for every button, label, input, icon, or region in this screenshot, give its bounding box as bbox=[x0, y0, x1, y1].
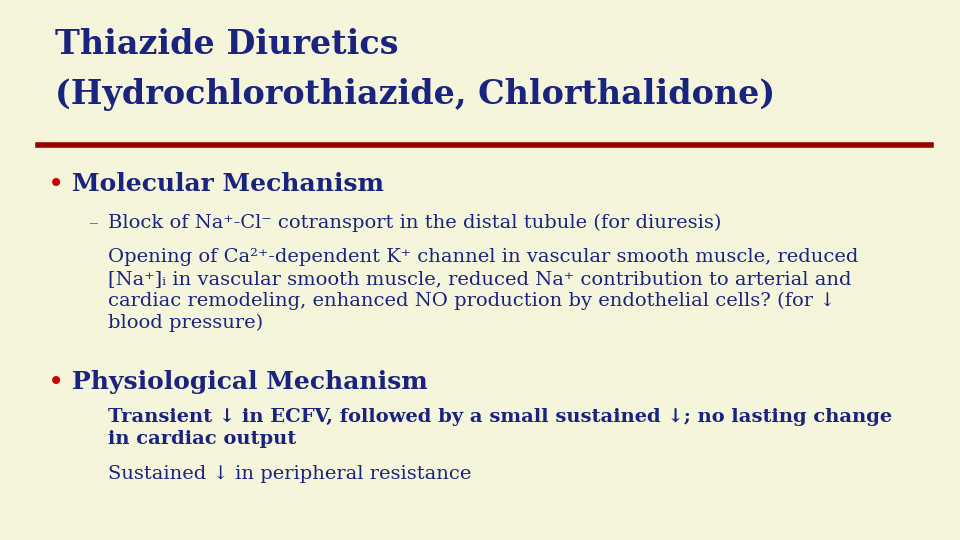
Text: Molecular Mechanism: Molecular Mechanism bbox=[72, 172, 384, 196]
Text: Thiazide Diuretics: Thiazide Diuretics bbox=[55, 28, 398, 61]
Text: Transient ↓ in ECFV, followed by a small sustained ↓; no lasting change: Transient ↓ in ECFV, followed by a small… bbox=[108, 408, 892, 426]
Text: [Na⁺]ᵢ in vascular smooth muscle, reduced Na⁺ contribution to arterial and: [Na⁺]ᵢ in vascular smooth muscle, reduce… bbox=[108, 270, 852, 288]
Text: Physiological Mechanism: Physiological Mechanism bbox=[72, 370, 428, 394]
Text: (Hydrochlorothiazide, Chlorthalidone): (Hydrochlorothiazide, Chlorthalidone) bbox=[55, 78, 775, 111]
Text: •: • bbox=[48, 172, 64, 199]
Text: Sustained ↓ in peripheral resistance: Sustained ↓ in peripheral resistance bbox=[108, 465, 471, 483]
Text: –: – bbox=[88, 214, 98, 232]
Text: •: • bbox=[48, 370, 64, 397]
Text: cardiac remodeling, enhanced NO production by endothelial cells? (for ↓: cardiac remodeling, enhanced NO producti… bbox=[108, 292, 835, 310]
Text: blood pressure): blood pressure) bbox=[108, 314, 263, 332]
Text: Opening of Ca²⁺-dependent K⁺ channel in vascular smooth muscle, reduced: Opening of Ca²⁺-dependent K⁺ channel in … bbox=[108, 248, 858, 266]
Text: Block of Na⁺-Cl⁻ cotransport in the distal tubule (for diuresis): Block of Na⁺-Cl⁻ cotransport in the dist… bbox=[108, 214, 721, 232]
Text: in cardiac output: in cardiac output bbox=[108, 430, 297, 448]
